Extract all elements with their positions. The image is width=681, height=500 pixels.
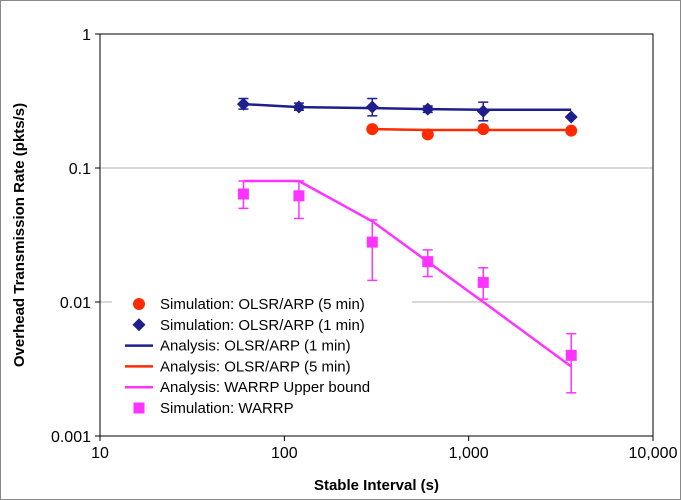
simulation-olsr-arp-1-min-point [236,97,250,111]
y-axis-title: Overhead Transmission Rate (pkts/s) [11,103,28,367]
simulation-warrp-legend-swatch [133,402,145,414]
simulation-olsr-arp-5-min-legend-swatch [133,298,145,310]
y-tick-label: 0.01 [60,295,91,312]
error-bars [238,97,577,394]
analysis-warrp-upper-bound-line [243,179,572,368]
plot-area [99,33,654,437]
simulation-warrp-point [422,256,434,268]
analysis-warrp-upper-bound-legend-label: Analysis: WARRP Upper bound [160,379,370,396]
y-tick-label: 0.1 [69,161,91,178]
simulation-warrp-legend-label: Simulation: WARRP [160,400,294,417]
gridlines [100,167,653,303]
analysis-olsr-arp-5-min-legend-label: Analysis: OLSR/ARP (5 min) [160,358,351,375]
simulation-olsr-arp-1-min-point [421,102,435,116]
simulation-olsr-arp-5-min-point [421,128,434,141]
simulation-warrp-point [237,188,249,200]
simulation-warrp-point [477,276,489,288]
simulation-olsr-arp-1-min-point [365,100,379,114]
x-tick-label: 100 [271,445,298,462]
simulation-warrp-point [293,190,305,202]
simulation-olsr-arp-5-min-point [366,123,379,136]
x-tick-label: 1,000 [449,445,489,462]
simulation-olsr-arp-1-min-legend-label: Simulation: OLSR/ARP (1 min) [160,317,365,334]
simulation-olsr-arp-1-min-point [292,100,306,114]
simulation-warrp-point [366,236,378,248]
y-tick-label: 1 [82,27,91,44]
y-tick-label: 0.001 [51,429,91,446]
simulation-olsr-arp-1-min-legend-swatch [132,318,146,332]
x-tick-label: 10,000 [629,445,678,462]
analysis-olsr-arp-1-min-legend-label: Analysis: OLSR/ARP (1 min) [160,338,351,355]
axis-ticks: 0.001 0.01 0.1 1 10 100 1,000 10,000 [51,27,678,462]
legend-background [112,288,412,432]
analysis-olsr-arp-5-min-line [372,127,572,132]
legend: Simulation: OLSR/ARP (5 min) Simulation: … [112,288,412,432]
analysis-lines [243,102,572,368]
simulation-olsr-arp-5-min-point [565,124,578,137]
data-markers [236,97,578,361]
simulation-warrp-point [565,349,577,361]
simulation-olsr-arp-1-min-point [476,104,490,118]
x-axis-title: Stable Interval (s) [314,477,439,494]
x-tick-label: 10 [91,445,109,462]
analysis-olsr-arp-1-min-line [243,102,572,112]
simulation-olsr-arp-5-min-point [477,123,490,136]
simulation-olsr-arp-5-min-legend-label: Simulation: OLSR/ARP (5 min) [160,296,365,313]
simulation-olsr-arp-1-min-point [564,110,578,124]
